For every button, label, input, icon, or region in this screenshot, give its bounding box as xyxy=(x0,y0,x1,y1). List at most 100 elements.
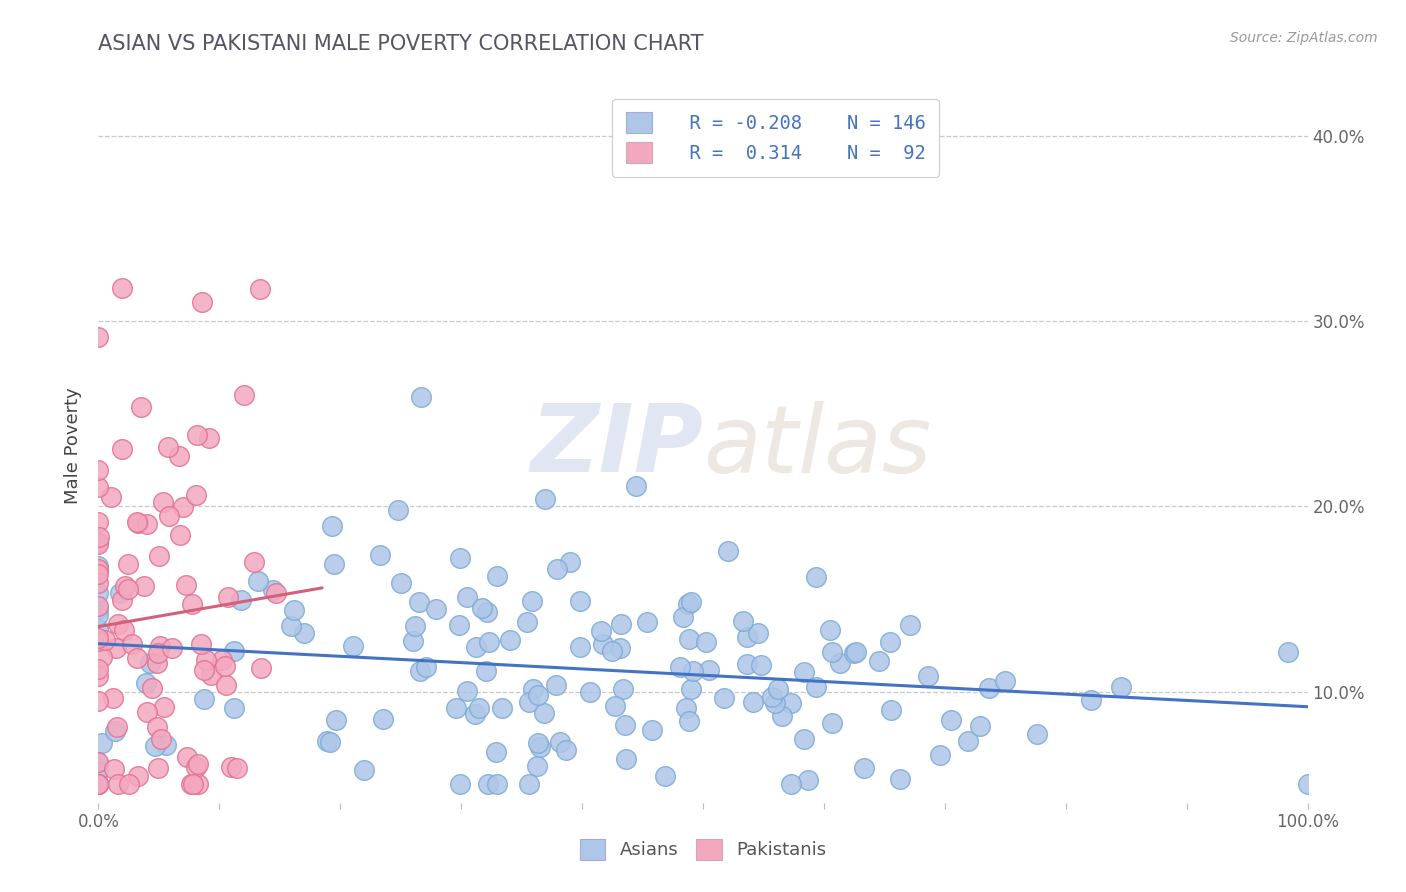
Point xyxy=(87,777,110,791)
Point xyxy=(678,714,700,729)
Point xyxy=(516,615,538,629)
Point xyxy=(217,591,239,605)
Point xyxy=(612,681,634,696)
Point xyxy=(87,599,110,613)
Point xyxy=(353,763,375,777)
Point xyxy=(262,582,284,597)
Point xyxy=(449,551,471,566)
Point xyxy=(141,681,163,696)
Point xyxy=(87,516,110,530)
Point xyxy=(87,567,110,582)
Point xyxy=(342,640,364,654)
Point xyxy=(125,651,148,665)
Point xyxy=(87,622,110,636)
Point xyxy=(90,649,112,664)
Point xyxy=(93,633,115,648)
Point xyxy=(193,663,215,677)
Point xyxy=(368,548,391,562)
Point xyxy=(804,569,827,583)
Point xyxy=(107,617,129,632)
Point xyxy=(852,761,875,775)
Point xyxy=(527,735,550,749)
Point xyxy=(231,593,253,607)
Point xyxy=(180,777,202,791)
Point xyxy=(323,557,346,571)
Point xyxy=(211,653,233,667)
Point xyxy=(387,503,409,517)
Point xyxy=(87,463,110,477)
Point xyxy=(249,661,271,675)
Point xyxy=(766,682,789,697)
Point xyxy=(125,516,148,530)
Point xyxy=(465,640,488,654)
Point xyxy=(87,693,110,707)
Point xyxy=(485,745,508,759)
Point xyxy=(316,734,339,748)
Y-axis label: Male Poverty: Male Poverty xyxy=(65,388,83,504)
Point xyxy=(87,537,110,551)
Point xyxy=(111,593,134,607)
Point xyxy=(589,624,612,639)
Point xyxy=(149,639,172,653)
Point xyxy=(146,761,169,775)
Point xyxy=(135,705,157,719)
Point xyxy=(560,555,582,569)
Point xyxy=(449,777,471,791)
Point xyxy=(87,755,110,769)
Point xyxy=(676,597,699,611)
Point xyxy=(108,586,131,600)
Point xyxy=(172,500,194,514)
Point xyxy=(107,777,129,791)
Point xyxy=(117,582,139,596)
Point xyxy=(100,490,122,504)
Point xyxy=(529,740,551,755)
Point xyxy=(193,692,215,706)
Point xyxy=(87,607,110,622)
Point xyxy=(87,777,110,791)
Point xyxy=(939,713,962,727)
Point xyxy=(409,390,432,404)
Point xyxy=(176,750,198,764)
Point xyxy=(87,632,110,646)
Point xyxy=(475,605,498,619)
Point xyxy=(87,586,110,600)
Point xyxy=(499,633,522,648)
Point xyxy=(527,688,550,702)
Point xyxy=(190,637,212,651)
Point xyxy=(214,678,236,692)
Point xyxy=(87,764,110,779)
Point xyxy=(104,723,127,738)
Point xyxy=(247,574,270,588)
Point xyxy=(112,623,135,637)
Point xyxy=(735,631,758,645)
Point xyxy=(145,656,167,670)
Point xyxy=(155,738,177,752)
Point xyxy=(187,757,209,772)
Point xyxy=(198,431,221,445)
Point xyxy=(214,658,236,673)
Point xyxy=(613,718,636,732)
Point xyxy=(87,563,110,577)
Point xyxy=(191,294,214,309)
Point xyxy=(546,562,568,576)
Point xyxy=(110,281,132,295)
Point xyxy=(200,667,222,681)
Point xyxy=(148,549,170,564)
Point xyxy=(283,603,305,617)
Point xyxy=(522,681,544,696)
Point xyxy=(526,759,548,773)
Point xyxy=(225,761,247,775)
Point xyxy=(682,664,704,678)
Point xyxy=(118,777,141,791)
Point xyxy=(143,739,166,754)
Point xyxy=(456,684,478,698)
Point xyxy=(568,640,591,654)
Point xyxy=(475,664,498,678)
Point xyxy=(103,762,125,776)
Point xyxy=(554,743,576,757)
Point xyxy=(994,673,1017,688)
Point xyxy=(1296,777,1319,791)
Point xyxy=(157,509,180,524)
Point xyxy=(181,598,204,612)
Point xyxy=(117,558,139,572)
